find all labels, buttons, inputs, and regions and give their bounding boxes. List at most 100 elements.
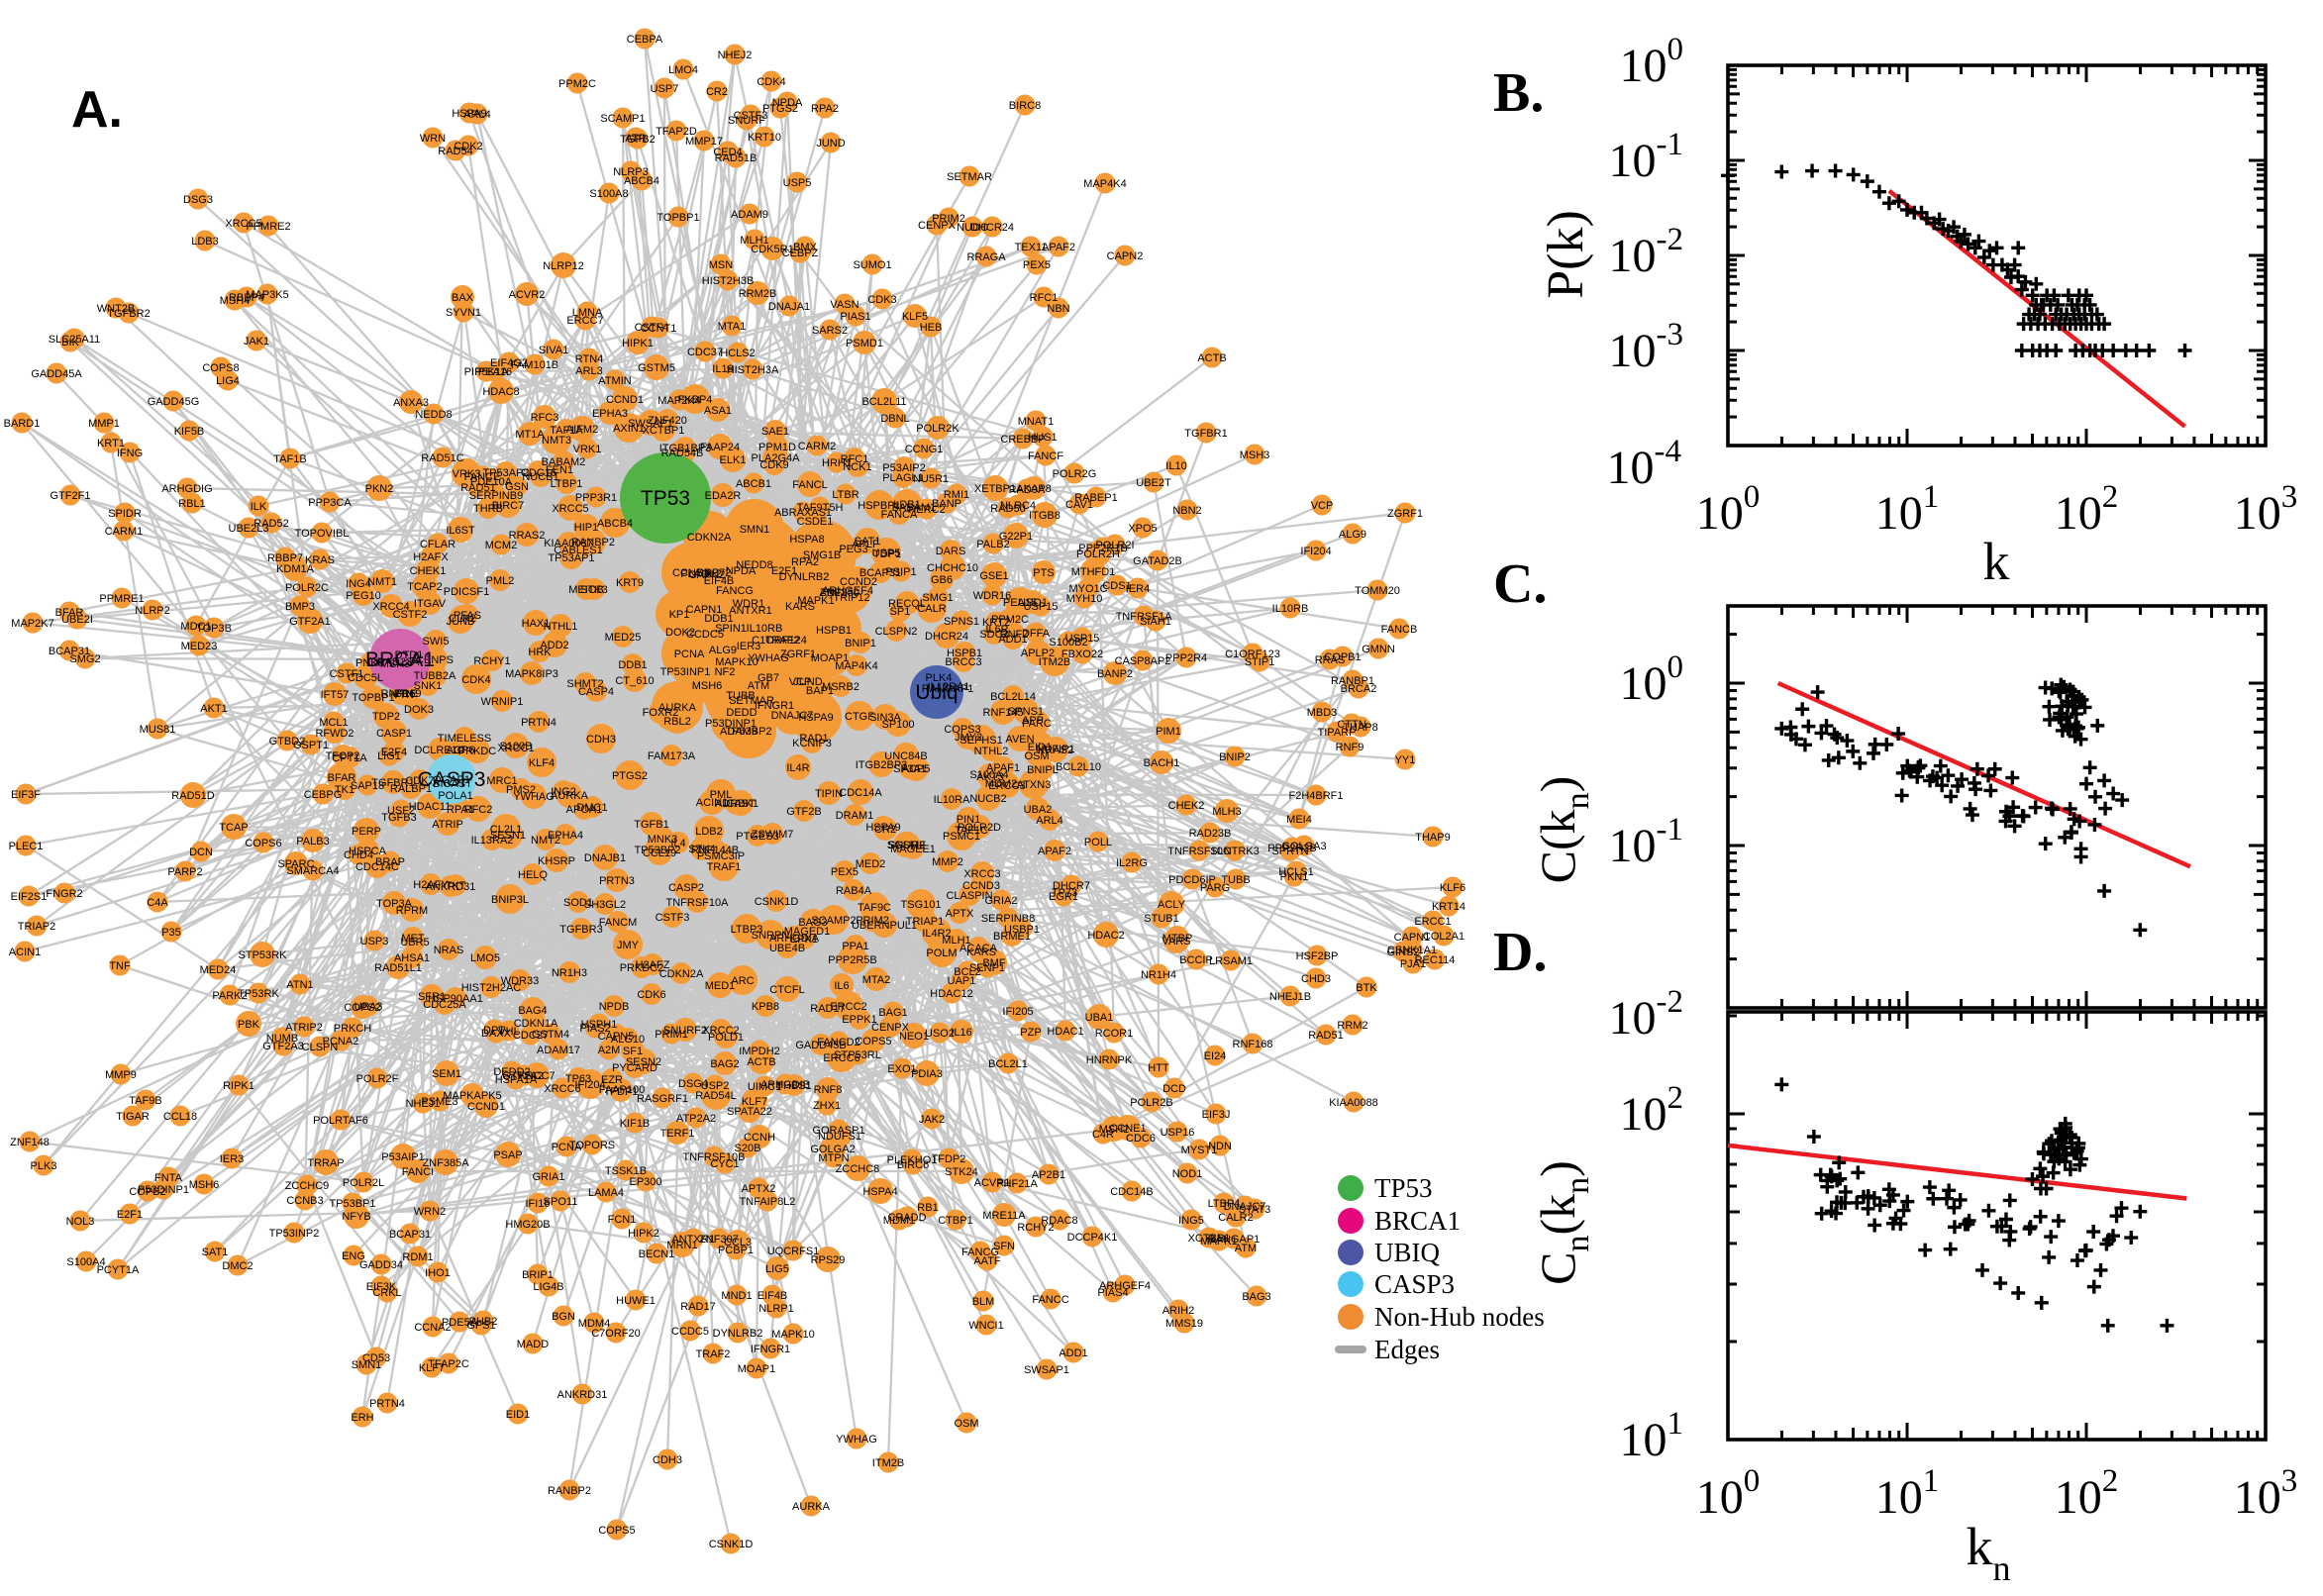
svg-text:PKN2: PKN2 — [365, 483, 394, 495]
svg-text:MMS19: MMS19 — [1165, 1318, 1203, 1330]
svg-text:NUCB2: NUCB2 — [969, 793, 1006, 805]
svg-text:AKT3: AKT3 — [976, 771, 1004, 783]
svg-text:RAD17: RAD17 — [680, 1301, 715, 1313]
svg-text:RAD54: RAD54 — [438, 146, 472, 157]
svg-text:BABAM1: BABAM1 — [892, 502, 937, 514]
svg-text:CSTF2: CSTF2 — [393, 609, 428, 621]
svg-text:QGAP1: QGAP1 — [433, 774, 470, 786]
svg-text:MND1: MND1 — [721, 1290, 752, 1302]
svg-text:TDP2: TDP2 — [372, 711, 400, 723]
svg-text:PSIP1: PSIP1 — [885, 566, 916, 578]
svg-text:DCLRE1C: DCLRE1C — [414, 745, 464, 756]
svg-text:PPP2R2B: PPP2R2B — [1267, 843, 1317, 854]
svg-text:MTA1: MTA1 — [718, 321, 747, 333]
svg-text:ACIN1: ACIN1 — [9, 947, 41, 958]
svg-text:TRAF2: TRAF2 — [696, 1348, 731, 1360]
svg-text:TEX11: TEX11 — [1015, 242, 1048, 253]
svg-text:BCAP31: BCAP31 — [859, 567, 901, 579]
svg-text:TUBB2A: TUBB2A — [414, 670, 456, 682]
svg-text:DHCR24: DHCR24 — [970, 222, 1014, 234]
svg-text:HIST2H2AC: HIST2H2AC — [461, 982, 522, 994]
svg-text:TIGAR: TIGAR — [116, 1111, 150, 1123]
svg-text:PARG: PARG — [1200, 882, 1230, 894]
svg-text:RNF9: RNF9 — [1336, 742, 1364, 753]
svg-text:SP100: SP100 — [881, 719, 914, 731]
svg-text:PPM1D: PPM1D — [758, 442, 796, 453]
svg-text:MRN1: MRN1 — [666, 1240, 697, 1251]
svg-text:EIF4B: EIF4B — [704, 575, 735, 587]
svg-text:ARHGDIG: ARHGDIG — [161, 483, 212, 495]
svg-text:HSPB1: HSPB1 — [947, 648, 982, 659]
svg-text:WRN: WRN — [420, 133, 446, 145]
svg-text:NEDD8: NEDD8 — [415, 409, 452, 421]
svg-text:ARL4: ARL4 — [463, 109, 491, 121]
svg-text:FANCG: FANCG — [716, 585, 754, 597]
svg-text:KRT1: KRT1 — [97, 438, 125, 449]
svg-text:SUMO1: SUMO1 — [853, 259, 891, 271]
svg-text:YWHAG: YWHAG — [836, 1434, 877, 1446]
svg-text:CCNA2: CCNA2 — [414, 1322, 451, 1334]
svg-text:BCAP31: BCAP31 — [389, 1229, 431, 1241]
svg-text:POLR2H: POLR2H — [1076, 549, 1120, 560]
svg-text:USO2: USO2 — [925, 1028, 955, 1040]
svg-text:HSPA8: HSPA8 — [789, 534, 824, 546]
svg-text:XETBP1: XETBP1 — [974, 483, 1016, 495]
svg-text:POLRTAF6: POLRTAF6 — [313, 1115, 368, 1127]
svg-text:PRTN4: PRTN4 — [369, 1398, 405, 1410]
svg-text:APOA1: APOA1 — [566, 804, 603, 816]
svg-text:MLH1: MLH1 — [942, 935, 970, 947]
svg-text:JAK1: JAK1 — [244, 336, 269, 348]
svg-text:BRCA1: BRCA1 — [1374, 1206, 1461, 1236]
svg-text:S20B: S20B — [735, 1143, 761, 1154]
svg-text:TNF: TNF — [109, 960, 131, 972]
svg-text:SAE1: SAE1 — [761, 426, 789, 438]
svg-text:SP1: SP1 — [890, 606, 911, 618]
svg-text:GADD45G: GADD45G — [148, 396, 200, 408]
svg-text:ERH: ERH — [351, 1412, 373, 1424]
svg-text:S100A4: S100A4 — [66, 1256, 105, 1268]
svg-text:CASP3: CASP3 — [1374, 1269, 1455, 1299]
svg-text:HRK: HRK — [528, 647, 552, 658]
svg-text:TGFB1: TGFB1 — [634, 819, 668, 831]
svg-text:ANKRD31: ANKRD31 — [426, 881, 476, 893]
svg-text:CSDE1: CSDE1 — [797, 516, 834, 528]
svg-text:BANP2: BANP2 — [1097, 668, 1133, 680]
svg-text:SPO11: SPO11 — [544, 1196, 578, 1208]
svg-text:TOPOVIBL: TOPOVIBL — [295, 528, 350, 540]
svg-text:GSTM4: GSTM4 — [532, 1029, 569, 1041]
svg-text:PPP2R5B: PPP2R5B — [828, 954, 877, 966]
svg-text:TFAP2C: TFAP2C — [428, 1358, 469, 1370]
svg-text:P53DINP1: P53DINP1 — [705, 718, 757, 730]
svg-text:VRK1: VRK1 — [573, 444, 602, 455]
svg-text:EI24: EI24 — [1204, 1050, 1227, 1062]
svg-text:SAT1: SAT1 — [855, 536, 881, 548]
svg-text:HSPA4: HSPA4 — [862, 1186, 897, 1198]
svg-text:SAT1: SAT1 — [202, 1247, 229, 1258]
svg-text:BAG3: BAG3 — [798, 917, 827, 929]
svg-text:JUND: JUND — [793, 676, 822, 688]
svg-text:APP: APP — [1022, 715, 1044, 727]
svg-text:ALG9: ALG9 — [1339, 529, 1366, 541]
svg-text:BIK: BIK — [61, 337, 79, 349]
svg-text:SAP18: SAP18 — [351, 780, 384, 792]
svg-text:DFFA: DFFA — [1022, 628, 1051, 640]
svg-text:TRIAP2: TRIAP2 — [18, 921, 56, 933]
svg-text:FNGR2: FNGR2 — [46, 888, 82, 900]
svg-text:USP15: USP15 — [1065, 633, 1100, 645]
svg-text:RAD23A: RAD23A — [377, 656, 420, 668]
svg-text:PEG10: PEG10 — [346, 590, 380, 602]
svg-text:HSPH1: HSPH1 — [581, 1019, 618, 1031]
svg-text:101: 101 — [1875, 479, 1940, 540]
svg-text:PEG3: PEG3 — [839, 544, 867, 555]
svg-text:PDE5A: PDE5A — [442, 1317, 478, 1329]
svg-text:MAPKAPK5: MAPKAPK5 — [443, 1090, 501, 1102]
svg-text:CSTF4: CSTF4 — [635, 322, 669, 334]
svg-text:TNFAIP8L2: TNFAIP8L2 — [740, 1196, 796, 1208]
svg-text:KPB8: KPB8 — [752, 1001, 779, 1013]
svg-text:TP53RK: TP53RK — [238, 988, 279, 1000]
svg-text:CRKL: CRKL — [372, 1287, 401, 1299]
svg-text:ABCB1: ABCB1 — [736, 478, 771, 490]
svg-text:CHEK2: CHEK2 — [1168, 800, 1205, 812]
svg-text:S100B: S100B — [499, 741, 532, 752]
svg-text:POLD1: POLD1 — [708, 1032, 744, 1044]
